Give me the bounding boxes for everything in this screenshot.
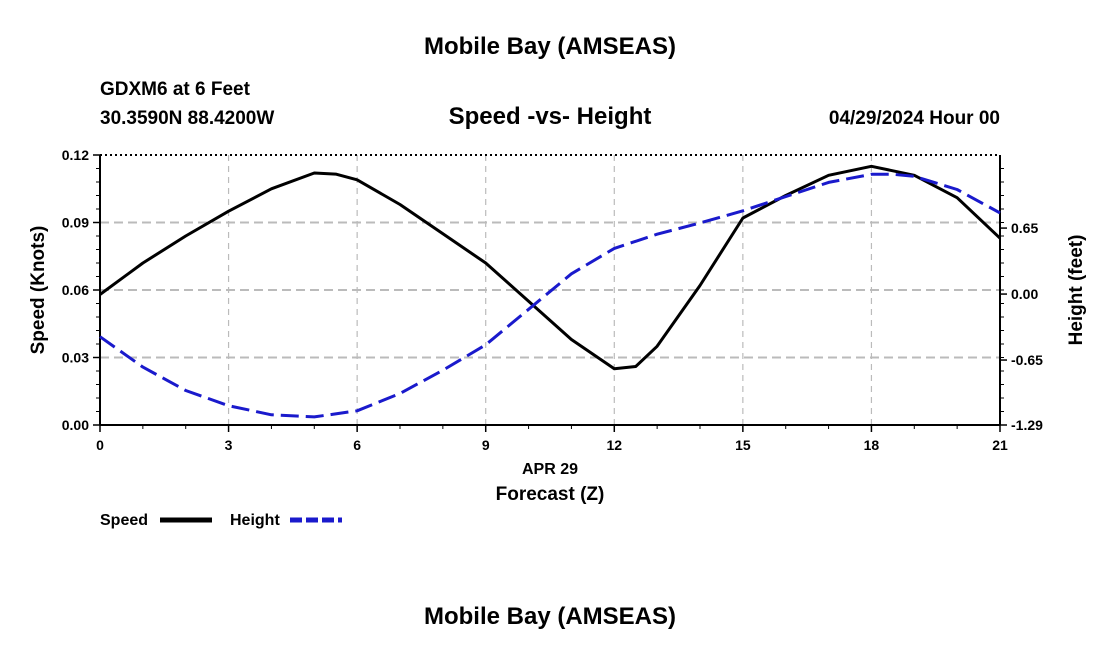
x-tick-label: 15	[735, 437, 751, 453]
x-tick-label: 18	[864, 437, 880, 453]
station-coordinates: 30.3590N 88.4200W	[100, 108, 274, 129]
series-line-speed	[99, 164, 1002, 371]
legend-label-height: Height	[230, 512, 280, 529]
y-tick-label: 0.06	[62, 282, 89, 298]
y-tick-label: 0.00	[62, 417, 89, 433]
y-tick-label: 0.03	[62, 350, 89, 366]
y-axis-title: Speed (Knots)	[28, 226, 49, 355]
x-tick-label: 0	[96, 437, 104, 453]
x-axis-date-label: APR 29	[522, 461, 578, 478]
x-tick-label: 3	[225, 437, 233, 453]
legend-label-speed: Speed	[100, 512, 148, 529]
chart-ticks: 0 3 6 9 12 15 18 21 0.00 0.03 0.06 0.09 0.12 -1.29 -0.…	[62, 147, 1043, 453]
y2-tick-label: 0.65	[1011, 220, 1038, 236]
chart-series	[99, 164, 1002, 419]
chart-subtitle: Speed -vs- Height	[449, 103, 652, 130]
chart-frame	[99, 154, 1001, 426]
y2-tick-label: -1.29	[1011, 417, 1043, 433]
y2-tick-label: 0.00	[1011, 286, 1038, 302]
x-tick-label: 21	[992, 437, 1008, 453]
y-tick-label: 0.09	[62, 215, 89, 231]
chart-main-title: Mobile Bay (AMSEAS)	[424, 33, 676, 60]
y-tick-label: 0.12	[62, 147, 89, 163]
station-label: GDXM6 at 6 Feet	[100, 79, 251, 100]
x-axis-title: Forecast (Z)	[496, 484, 605, 505]
x-tick-label: 6	[353, 437, 361, 453]
y2-tick-label: -0.65	[1011, 352, 1043, 368]
footer-title: Mobile Bay (AMSEAS)	[424, 603, 676, 630]
x-tick-label: 12	[606, 437, 622, 453]
x-tick-label: 9	[482, 437, 490, 453]
y2-axis-title: Height (feet)	[1066, 235, 1087, 346]
forecast-datetime: 04/29/2024 Hour 00	[829, 108, 1000, 129]
chart-legend: Speed Height	[100, 512, 342, 529]
series-line-height	[99, 172, 1001, 419]
